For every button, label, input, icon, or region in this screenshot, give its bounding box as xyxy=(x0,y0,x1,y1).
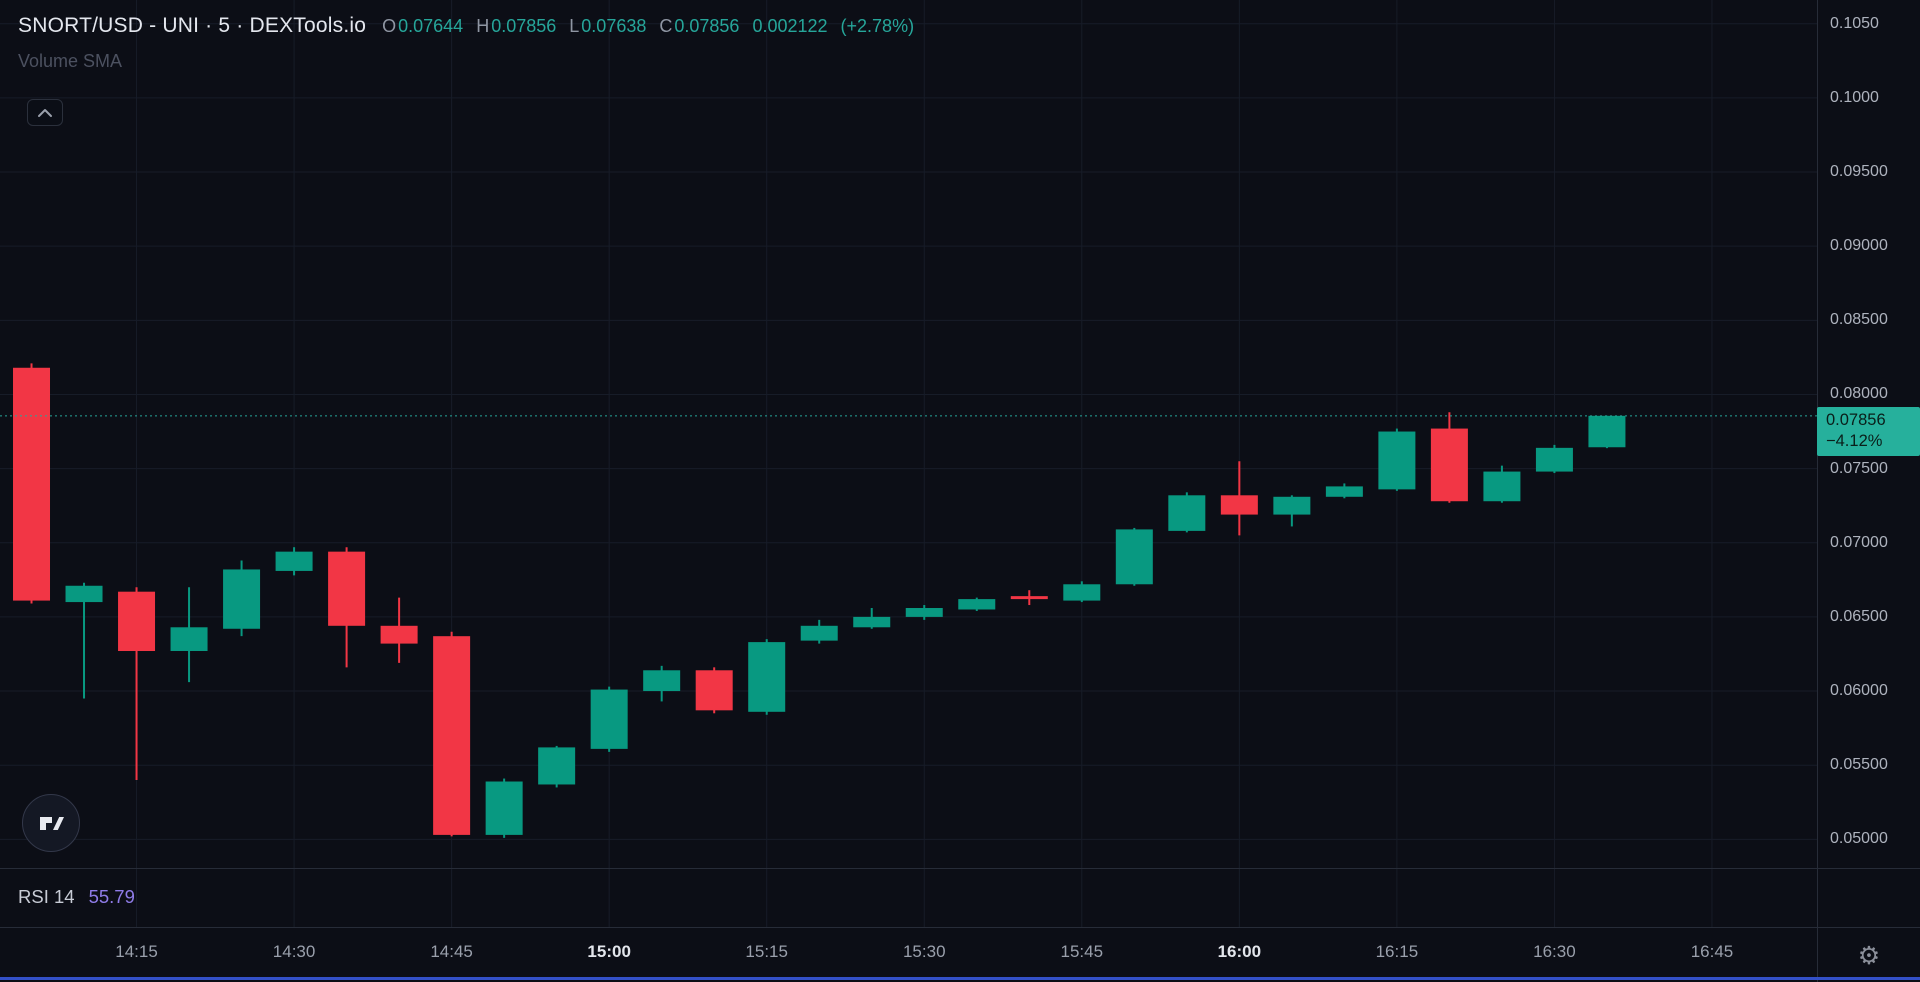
price-axis-label: 0.1050 xyxy=(1830,14,1879,32)
last-price-change: −4.12% xyxy=(1826,431,1883,450)
candle-down xyxy=(1430,428,1468,502)
candle-up xyxy=(223,569,261,629)
time-axis-label: 15:00 xyxy=(587,942,631,961)
candle-up xyxy=(1378,431,1416,490)
price-axis-label: 0.08500 xyxy=(1830,311,1888,329)
candle-down xyxy=(695,670,733,711)
price-axis-label: 0.05500 xyxy=(1830,756,1888,774)
price-axis-separator xyxy=(1817,0,1818,982)
pane-separator[interactable] xyxy=(0,868,1920,869)
time-axis-label: 15:30 xyxy=(902,942,946,961)
volume-sma-label[interactable]: Volume SMA xyxy=(18,51,123,71)
price-axis-label: 0.06000 xyxy=(1830,682,1888,700)
time-axis-label: 16:00 xyxy=(1217,942,1262,961)
candle-up xyxy=(958,599,996,610)
price-axis-label: 0.1000 xyxy=(1830,88,1879,106)
chevron-up-icon xyxy=(38,108,52,117)
price-axis[interactable]: 0.1050 0.1000 0.09500 0.09000 0.08500 0.08000… xyxy=(1817,0,1920,982)
rsi-plot-line xyxy=(0,977,1920,980)
time-axis-label: 14:30 xyxy=(272,942,316,961)
close-label: C xyxy=(659,16,673,36)
rsi-label[interactable]: RSI 14 xyxy=(18,886,75,907)
candle-down xyxy=(118,591,156,652)
candle-up xyxy=(1063,584,1101,601)
price-axis-label: 0.07500 xyxy=(1830,459,1888,477)
candle-down xyxy=(13,367,51,601)
candle-up xyxy=(748,642,786,712)
candle-up xyxy=(1588,415,1626,448)
candle-up xyxy=(65,585,103,603)
candle-up xyxy=(485,781,523,835)
change-percent: (+2.78%) xyxy=(840,16,915,36)
price-axis-label: 0.06500 xyxy=(1830,607,1888,625)
candle-up xyxy=(1535,447,1573,472)
candle-up xyxy=(1273,496,1311,515)
candle-up xyxy=(853,616,891,628)
rsi-legend: RSI 14 55.79 xyxy=(18,886,135,908)
close-value: 0.07856 xyxy=(674,16,740,36)
time-axis-label: 15:45 xyxy=(1060,942,1104,961)
candle-down xyxy=(433,636,471,835)
price-axis-label: 0.08000 xyxy=(1830,385,1888,403)
candle-up xyxy=(590,689,628,749)
price-axis-label: 0.09000 xyxy=(1830,237,1888,255)
ohlc-values: O 0.07644 H 0.07856 L 0.07638 C 0.07856 0.002122… xyxy=(382,16,927,37)
low-label: L xyxy=(569,16,580,36)
low-value: 0.07638 xyxy=(581,16,647,36)
candle-up xyxy=(538,747,576,785)
open-label: O xyxy=(382,16,397,36)
candle-up xyxy=(1483,471,1521,502)
candle-up xyxy=(643,670,681,692)
candle-up xyxy=(905,608,943,617)
time-axis[interactable]: 14:15 14:30 14:45 15:00 15:15 15:30 15:45 16:00… xyxy=(0,928,1920,982)
candle-down xyxy=(328,551,366,626)
tradingview-logo[interactable] xyxy=(22,794,80,852)
candle-down xyxy=(380,625,418,644)
candle-up xyxy=(170,627,208,652)
candle-up xyxy=(275,551,313,571)
last-price-badge: 0.07856 −4.12% xyxy=(1817,406,1920,456)
time-axis-label: 16:15 xyxy=(1375,942,1419,961)
candle-down xyxy=(1010,596,1048,600)
symbol-title[interactable]: SNORT/USD - UNI · 5 · DEXTools.io xyxy=(18,14,367,37)
time-axis-label: 15:15 xyxy=(745,942,788,961)
last-price-value: 0.07856 xyxy=(1826,410,1886,429)
candle-up xyxy=(1115,529,1153,585)
change-absolute: 0.002122 xyxy=(752,16,828,36)
high-value: 0.07856 xyxy=(491,16,557,36)
price-axis-label: 0.09500 xyxy=(1830,163,1888,181)
time-axis-label: 16:45 xyxy=(1690,942,1734,961)
high-label: H xyxy=(476,16,490,36)
time-axis-label: 16:30 xyxy=(1533,942,1576,961)
gear-icon[interactable]: ⚙ xyxy=(1857,942,1881,970)
collapse-pane-button[interactable] xyxy=(27,99,63,126)
time-axis-separator xyxy=(0,927,1920,928)
candle-up xyxy=(800,625,838,641)
price-axis-label: 0.05000 xyxy=(1830,830,1888,848)
tradingview-logo-icon xyxy=(40,817,64,830)
rsi-value: 55.79 xyxy=(88,886,135,907)
chart-legend: SNORT/USD - UNI · 5 · DEXTools.io O 0.076… xyxy=(18,14,927,72)
time-axis-label: 14:15 xyxy=(115,942,158,961)
price-axis-label: 0.07000 xyxy=(1830,533,1888,551)
time-axis-label: 14:45 xyxy=(430,942,473,961)
candle-down xyxy=(1220,495,1258,515)
candle-up xyxy=(1168,495,1206,531)
candle-up xyxy=(1325,486,1363,497)
open-value: 0.07644 xyxy=(398,16,464,36)
